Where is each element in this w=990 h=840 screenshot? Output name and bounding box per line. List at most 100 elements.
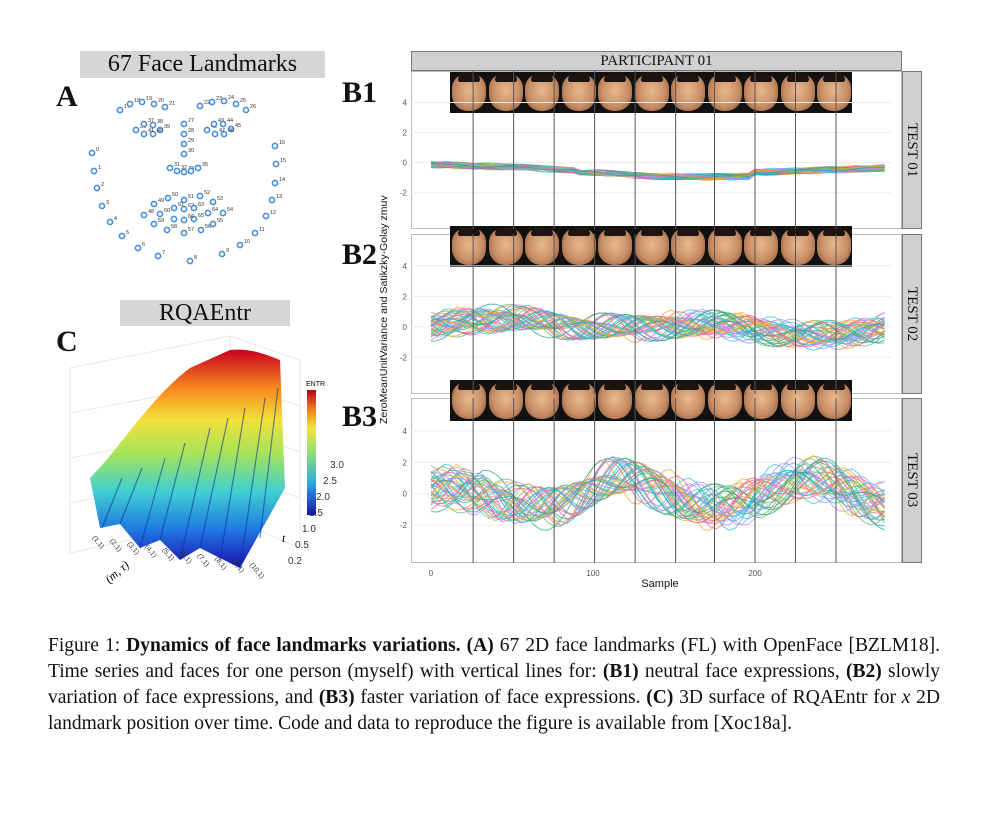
face-thumbnail: [744, 381, 778, 419]
landmark-label: 43: [218, 118, 224, 124]
face-thumbnail: [561, 227, 596, 265]
z-tick-label: 1.0: [302, 524, 316, 535]
landmark-point: [180, 216, 188, 224]
panel-a-letter: A: [56, 80, 78, 113]
b-x-axis-label: Sample: [641, 578, 679, 590]
landmark-point: [203, 126, 211, 134]
rqa-surface-plot: ENTR 0.20.51.01.52.02.53.0 (1,1) (2,1) (3,…: [69, 335, 344, 586]
landmark-point: [218, 250, 226, 258]
face-thumbnail: [488, 73, 523, 111]
landmark-point: [170, 215, 178, 223]
y-tick-label: -2: [400, 353, 408, 362]
landmark-label: 44: [227, 118, 233, 124]
landmark-label: 16: [279, 140, 285, 146]
landmark-label: 0: [96, 147, 99, 153]
landmark-point: [209, 198, 217, 206]
face-thumbnail: [452, 381, 486, 419]
landmark-label: 19: [146, 96, 152, 102]
landmark-point: [134, 244, 142, 252]
landmark-point: [140, 120, 148, 128]
face-thumbnail: [598, 73, 632, 111]
series-line: [430, 463, 885, 524]
figure-caption: Figure 1: Dynamics of face landmarks var…: [48, 635, 941, 734]
z-tick-label: 3.0: [330, 460, 344, 471]
landmark-label: 28: [188, 128, 194, 134]
z-tick-label: 2.0: [316, 492, 330, 503]
landmark-point: [166, 164, 174, 172]
landmark-label: 40: [157, 128, 163, 134]
landmark-point: [219, 120, 227, 128]
landmark-label: 13: [276, 194, 282, 200]
b-y-axis-label: ZeroMeanUnitVariance and Satikzky-Golay …: [378, 195, 390, 425]
landmark-label: 22: [204, 100, 210, 106]
landmark-label: 54: [227, 207, 233, 213]
landmark-point: [180, 229, 188, 237]
landmark-point: [150, 220, 158, 228]
landmark-point: [271, 179, 279, 187]
landmark-point: [180, 120, 188, 128]
z-tick-label: 0.2: [288, 556, 302, 567]
landmark-label: 60: [164, 208, 170, 214]
landmark-label: 1: [98, 165, 101, 171]
series-line: [430, 461, 885, 520]
face-thumbnail: [671, 73, 705, 111]
faces-strip-b1: [450, 72, 852, 113]
landmark-point: [132, 126, 140, 134]
face-thumbnail: [525, 381, 559, 419]
landmark-label: 30: [188, 148, 194, 154]
face-thumbnail: [634, 381, 669, 419]
caption-label: Figure 1:: [48, 635, 121, 656]
face-thumbnail: [634, 227, 669, 265]
face-thumbnail: [817, 227, 851, 265]
landmark-label: 46: [228, 128, 234, 134]
landmark-label: 41: [148, 128, 154, 134]
landmark-label: 45: [235, 123, 241, 129]
landmark-point: [208, 98, 216, 106]
landmark-point: [164, 194, 172, 202]
panel-b1-letter: B1: [342, 76, 378, 109]
landmark-point: [262, 212, 270, 220]
landmark-point: [210, 120, 218, 128]
landmark-label: 18: [134, 98, 140, 104]
facet-strip-test-01: TEST 01: [902, 71, 922, 229]
series-line: [430, 471, 885, 515]
landmark-label: 9: [226, 248, 229, 254]
panel-b2-letter: B2: [342, 238, 378, 271]
face-thumbnail: [561, 381, 596, 419]
landmark-label: 21: [169, 101, 175, 107]
landmark-point: [180, 205, 188, 213]
caption-ref-b3: (B3): [318, 687, 355, 708]
landmark-label: 39: [164, 124, 170, 130]
x-tick-label: 100: [586, 569, 600, 578]
landmark-point: [173, 167, 181, 175]
landmark-point: [138, 98, 146, 106]
face-thumbnail: [707, 73, 742, 111]
face-thumbnail: [634, 73, 669, 111]
landmark-label: 56: [205, 224, 211, 230]
landmark-label: 58: [171, 224, 177, 230]
landmark-point: [90, 167, 98, 175]
landmark-label: 63: [198, 202, 204, 208]
landmark-point: [140, 211, 148, 219]
landmark-label: 24: [228, 95, 234, 101]
surface-x-axis-label: (m, τ): [102, 558, 132, 586]
faces-strip-b3: [450, 380, 852, 421]
landmark-point: [180, 130, 188, 138]
panel-a-title: 67 Face Landmarks: [80, 51, 325, 78]
landmark-point: [170, 204, 178, 212]
landmark-label: 6: [142, 242, 145, 248]
landmark-label: 7: [162, 250, 165, 256]
landmark-point: [190, 204, 198, 212]
landmark-label: 14: [279, 177, 285, 183]
series-line: [430, 307, 885, 348]
series-line: [430, 314, 885, 341]
landmark-point: [190, 215, 198, 223]
landmark-point: [242, 106, 250, 114]
y-tick-label: 2: [403, 292, 408, 301]
landmark-point: [220, 97, 228, 105]
landmark-point: [180, 150, 188, 158]
landmark-point: [204, 209, 212, 217]
landmark-point: [220, 130, 228, 138]
series-line: [430, 466, 885, 521]
